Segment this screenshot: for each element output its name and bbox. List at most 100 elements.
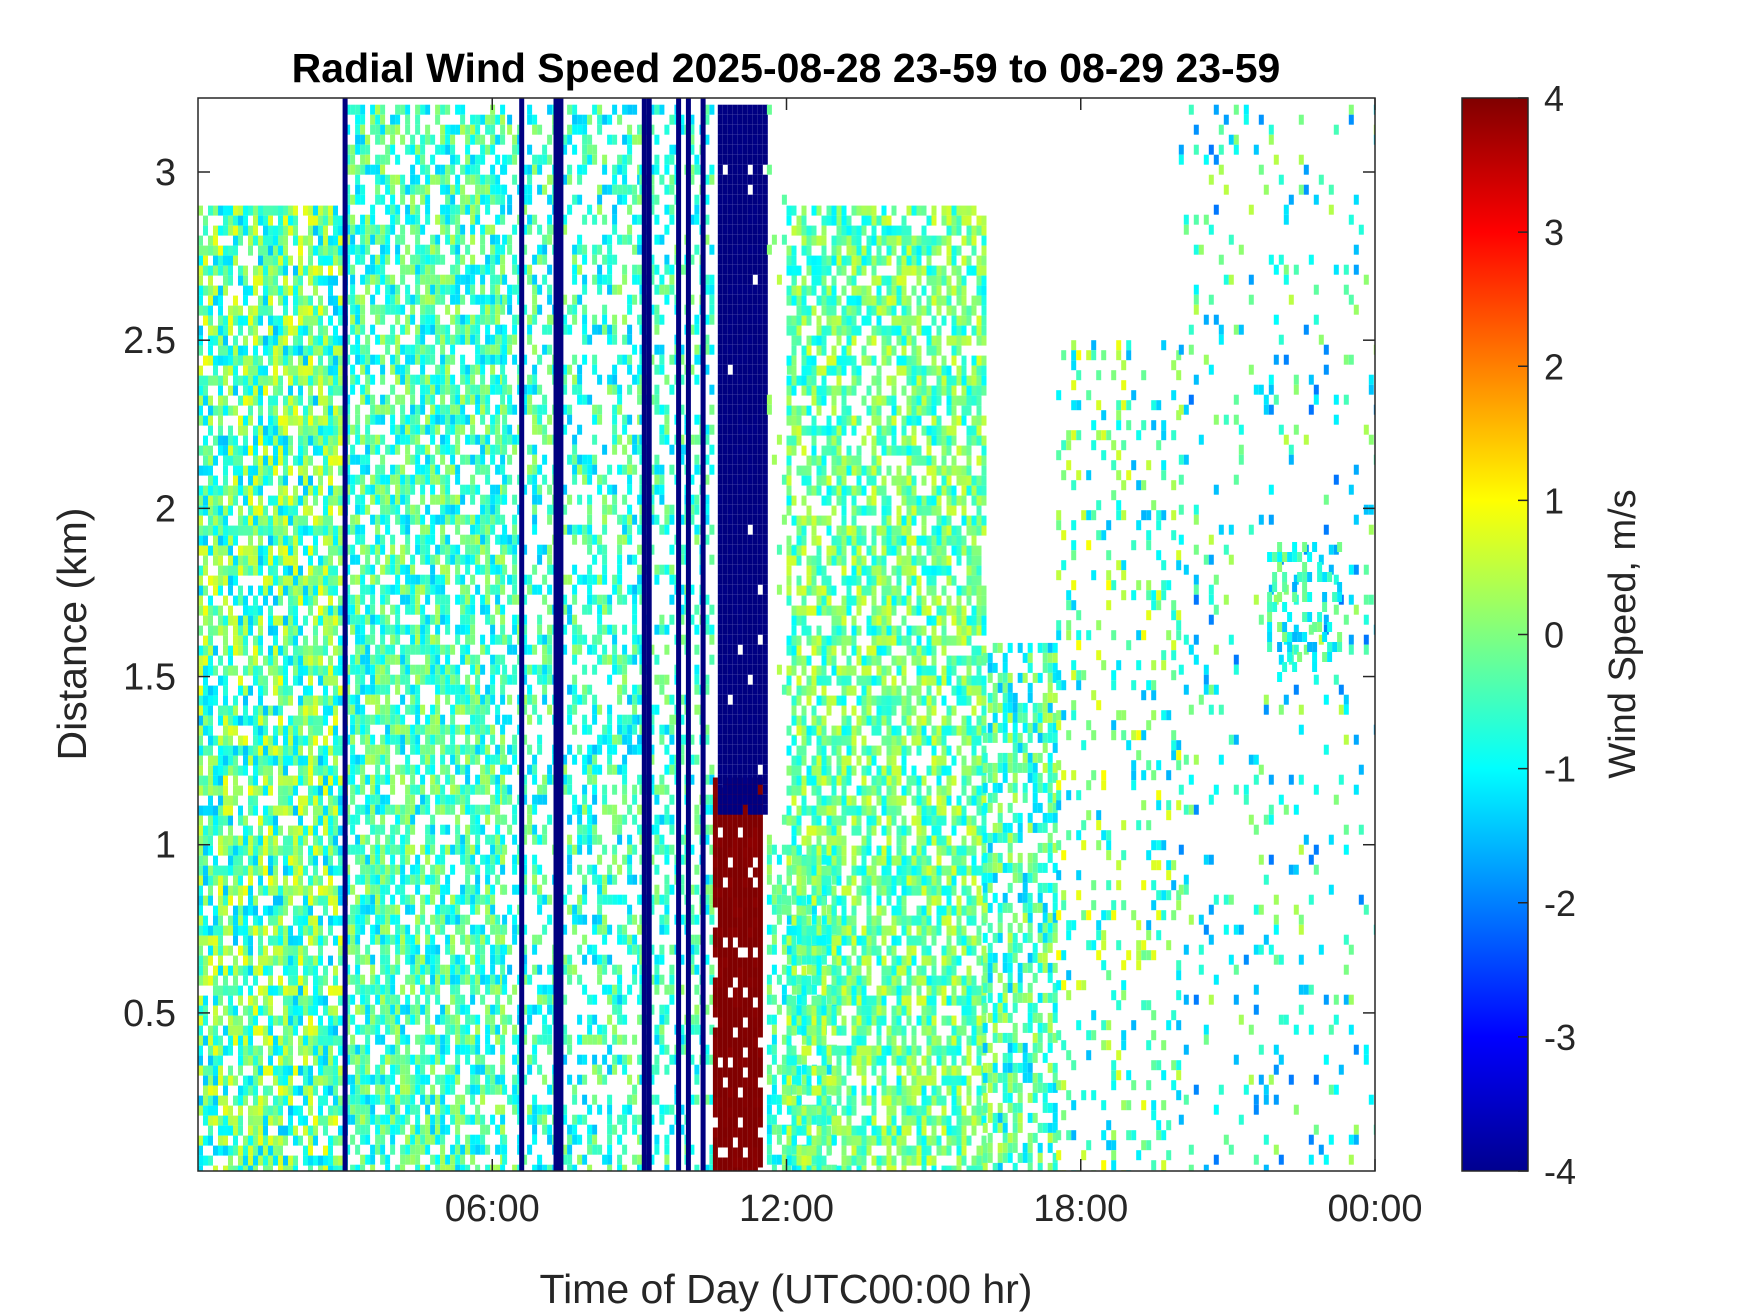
heatmap-cell <box>355 524 361 535</box>
heatmap-cell <box>355 644 361 655</box>
heatmap-cell <box>228 545 233 556</box>
heatmap-cell <box>490 764 496 775</box>
heatmap-cell <box>475 1054 481 1065</box>
heatmap-cell <box>198 595 203 606</box>
heatmap-cell <box>208 665 213 676</box>
heatmap-cell <box>370 1074 376 1085</box>
heatmap-cell <box>258 785 263 796</box>
heatmap-cell <box>537 624 543 635</box>
heatmap-cell <box>338 1075 343 1086</box>
heatmap-cell <box>380 154 386 165</box>
heatmap-cell <box>323 635 328 646</box>
heatmap-cell <box>243 605 248 616</box>
heatmap-cell <box>430 534 436 545</box>
heatmap-cell <box>318 715 323 726</box>
heatmap-cell <box>288 805 293 816</box>
heatmap-cell <box>490 1004 496 1015</box>
heatmap-cell <box>238 445 243 456</box>
heatmap-cell <box>495 994 501 1005</box>
heatmap-cell <box>390 404 396 415</box>
heatmap-cell <box>233 1015 238 1026</box>
heatmap-cell <box>360 764 366 775</box>
heatmap-cell <box>365 224 371 235</box>
heatmap-cell <box>400 694 406 705</box>
heatmap-cell <box>308 485 313 496</box>
heatmap-cell <box>360 684 366 695</box>
heatmap-cell <box>405 314 411 325</box>
heatmap-cell <box>400 264 406 275</box>
heatmap-cell <box>298 985 303 996</box>
heatmap-cell <box>268 955 273 966</box>
heatmap-cell <box>248 935 253 946</box>
heatmap-cell <box>500 1164 506 1171</box>
heatmap-cell <box>475 934 481 945</box>
heatmap-cell <box>278 805 283 816</box>
heatmap-cell <box>208 615 213 626</box>
heatmap-cell <box>507 114 513 125</box>
heatmap-cell <box>268 765 273 776</box>
heatmap-cell <box>375 714 381 725</box>
heatmap-cell <box>532 864 538 875</box>
heatmap-cell <box>380 114 386 125</box>
heatmap-cell <box>470 694 476 705</box>
heatmap-cell <box>328 495 333 506</box>
heatmap-cell <box>233 555 238 566</box>
heatmap-cell <box>480 704 486 715</box>
heatmap-cell <box>313 845 318 856</box>
heatmap-cell <box>258 815 263 826</box>
heatmap-cell <box>303 205 308 216</box>
heatmap-cell <box>303 575 308 586</box>
heatmap-cell <box>303 475 308 486</box>
heatmap-cell <box>248 625 253 636</box>
heatmap-cell <box>248 1075 253 1086</box>
heatmap-cell <box>455 694 461 705</box>
heatmap-cell <box>500 124 506 135</box>
heatmap-cell <box>298 945 303 956</box>
heatmap-cell <box>480 134 486 145</box>
heatmap-cell <box>253 965 258 976</box>
heatmap-cell <box>400 594 406 605</box>
heatmap-cell <box>338 865 343 876</box>
heatmap-cell <box>475 894 481 905</box>
heatmap-cell <box>465 884 471 895</box>
heatmap-cell <box>370 404 376 415</box>
heatmap-cell <box>360 134 366 145</box>
heatmap-cell <box>395 1004 401 1015</box>
heatmap-cell <box>263 515 268 526</box>
heatmap-cell <box>445 544 451 555</box>
heatmap-cell <box>420 274 426 285</box>
heatmap-cell <box>445 184 451 195</box>
heatmap-cell <box>485 694 491 705</box>
heatmap-cell <box>293 745 298 756</box>
heatmap-cell <box>263 965 268 976</box>
heatmap-cell <box>313 305 318 316</box>
heatmap-cell <box>283 235 288 246</box>
heatmap-cell <box>268 465 273 476</box>
heatmap-cell <box>405 794 411 805</box>
heatmap-cell <box>405 684 411 695</box>
heatmap-cell <box>278 345 283 356</box>
heatmap-cell <box>228 645 233 656</box>
heatmap-cell <box>293 595 298 606</box>
heatmap-cell <box>303 735 308 746</box>
heatmap-cell <box>308 735 313 746</box>
heatmap-cell <box>323 1145 328 1156</box>
heatmap-cell <box>390 284 396 295</box>
heatmap-cell <box>500 514 506 525</box>
heatmap-cell <box>365 484 371 495</box>
heatmap-cell <box>430 284 436 295</box>
heatmap-cell <box>308 995 313 1006</box>
heatmap-cell <box>258 825 263 836</box>
heatmap-cell <box>450 494 456 505</box>
heatmap-cell <box>308 1015 313 1026</box>
heatmap-cell <box>485 504 491 515</box>
heatmap-cell <box>253 1165 258 1171</box>
heatmap-cell <box>435 544 441 555</box>
heatmap-cell <box>268 965 273 976</box>
heatmap-cell <box>420 244 426 255</box>
heatmap-cell <box>415 664 421 675</box>
heatmap-cell <box>465 1024 471 1035</box>
heatmap-cell <box>395 424 401 435</box>
heatmap-cell <box>253 285 258 296</box>
heatmap-cell <box>213 905 218 916</box>
